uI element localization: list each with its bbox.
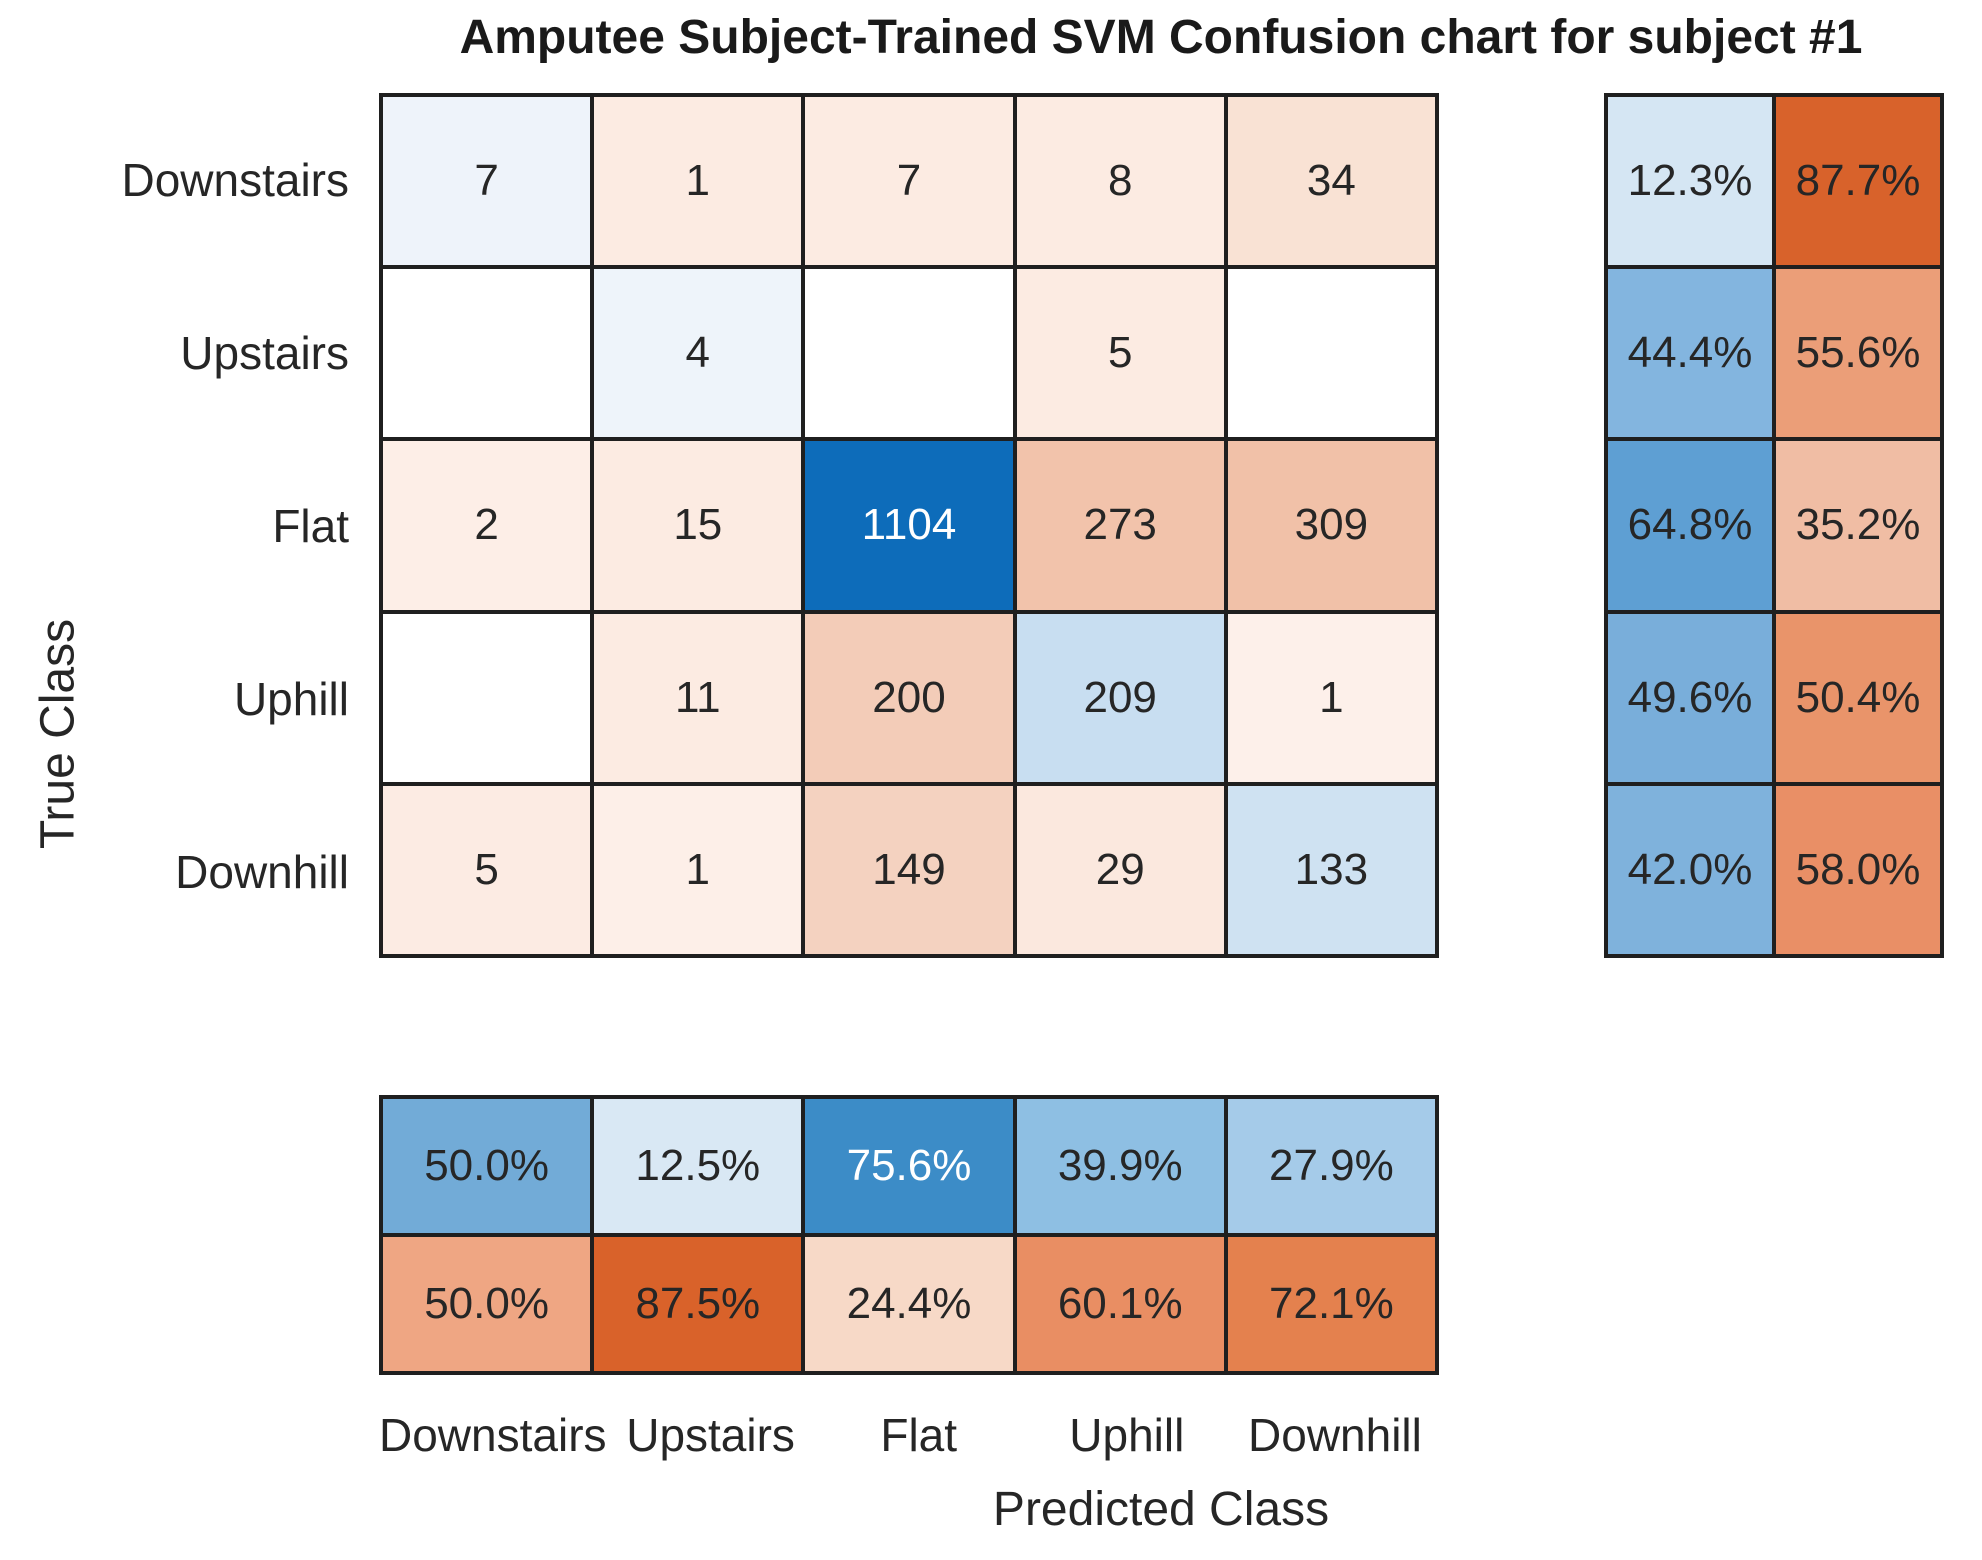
matrix-cell-r3c1: 11 [594,613,802,782]
matrix-cell-r4c0: 5 [383,785,591,954]
matrix-cell-r4c4: 133 [1227,785,1435,954]
row-summary-cell-r0c0: 12.3% [1608,97,1772,266]
column-label-downstairs: Downstairs [379,1409,607,1461]
matrix-cell-r2c1: 15 [594,441,802,610]
row-summary-cell-r3c0: 49.6% [1608,613,1772,782]
row-summary-cell-r4c1: 58.0% [1776,785,1940,954]
matrix-cell-r4c2: 149 [805,785,1013,954]
row-label-downstairs: Downstairs [121,153,349,206]
row-label-downhill: Downhill [175,845,349,898]
matrix-cell-r4c1: 1 [594,785,802,954]
column-label-uphill: Uphill [1069,1409,1185,1461]
row-summary-cell-r1c1: 55.6% [1776,269,1940,438]
matrix-cell-r1c4 [1227,269,1435,438]
col-summary-cell-r0c1: 12.5% [594,1099,802,1233]
matrix-cell-r2c2: 1104 [805,441,1013,610]
chart-title: Amputee Subject-Trained SVM Confusion ch… [459,11,1863,64]
matrix-cell-r2c3: 273 [1016,441,1224,610]
column-labels: Downstairs Upstairs Flat Uphill Downhill [379,1408,1439,1468]
column-label-flat: Flat [880,1409,958,1461]
column-label-upstairs: Upstairs [626,1409,795,1461]
row-summary-cell-r2c1: 35.2% [1776,441,1940,610]
row-summary-cell-r4c0: 42.0% [1608,785,1772,954]
matrix-cell-r0c4: 34 [1227,97,1435,266]
matrix-cell-r3c2: 200 [805,613,1013,782]
col-summary-cell-r1c0: 50.0% [383,1237,591,1371]
row-summary-cell-r0c1: 87.7% [1776,97,1940,266]
matrix-cell-r0c3: 8 [1016,97,1224,266]
confusion-matrix: 7 1 7 8 34 4 5 2 15 1104 273 309 11 200 209 1 5 1 149 29 133 [379,93,1439,958]
matrix-cell-r1c0 [383,269,591,438]
matrix-cell-r0c0: 7 [383,97,591,266]
row-label-flat: Flat [272,499,349,552]
matrix-cell-r3c0 [383,613,591,782]
matrix-cell-r2c0: 2 [383,441,591,610]
matrix-cell-r2c4: 309 [1227,441,1435,610]
matrix-cell-r1c2 [805,269,1013,438]
row-summary-cell-r1c0: 44.4% [1608,269,1772,438]
row-label-uphill: Uphill [233,672,349,725]
column-normalized-summary: 50.0% 12.5% 75.6% 39.9% 27.9% 50.0% 87.5% 24.4%… [379,1095,1439,1375]
row-summary-cell-r3c1: 50.4% [1776,613,1940,782]
col-summary-cell-r0c0: 50.0% [383,1099,591,1233]
col-summary-cell-r0c3: 39.9% [1016,1099,1224,1233]
row-label-upstairs: Upstairs [180,326,349,379]
matrix-cell-r3c4: 1 [1227,613,1435,782]
matrix-cell-r1c3: 5 [1016,269,1224,438]
matrix-cell-r0c1: 1 [594,97,802,266]
col-summary-cell-r1c4: 72.1% [1227,1237,1435,1371]
x-axis-label: Predicted Class [992,1483,1330,1536]
matrix-cell-r0c2: 7 [805,97,1013,266]
matrix-cell-r1c1: 4 [594,269,802,438]
column-label-downhill: Downhill [1248,1409,1422,1461]
row-summary-cell-r2c0: 64.8% [1608,441,1772,610]
col-summary-cell-r1c1: 87.5% [594,1237,802,1371]
row-normalized-summary: 12.3% 87.7% 44.4% 55.6% 64.8% 35.2% 49.6% 50.4%… [1604,93,1944,958]
col-summary-cell-r1c2: 24.4% [805,1237,1013,1371]
matrix-cell-r3c3: 209 [1016,613,1224,782]
col-summary-cell-r0c2: 75.6% [805,1099,1013,1233]
col-summary-cell-r0c4: 27.9% [1227,1099,1435,1233]
matrix-cell-r4c3: 29 [1016,785,1224,954]
col-summary-cell-r1c3: 60.1% [1016,1237,1224,1371]
row-labels: Downstairs Upstairs Flat Uphill Downhill [0,93,363,958]
